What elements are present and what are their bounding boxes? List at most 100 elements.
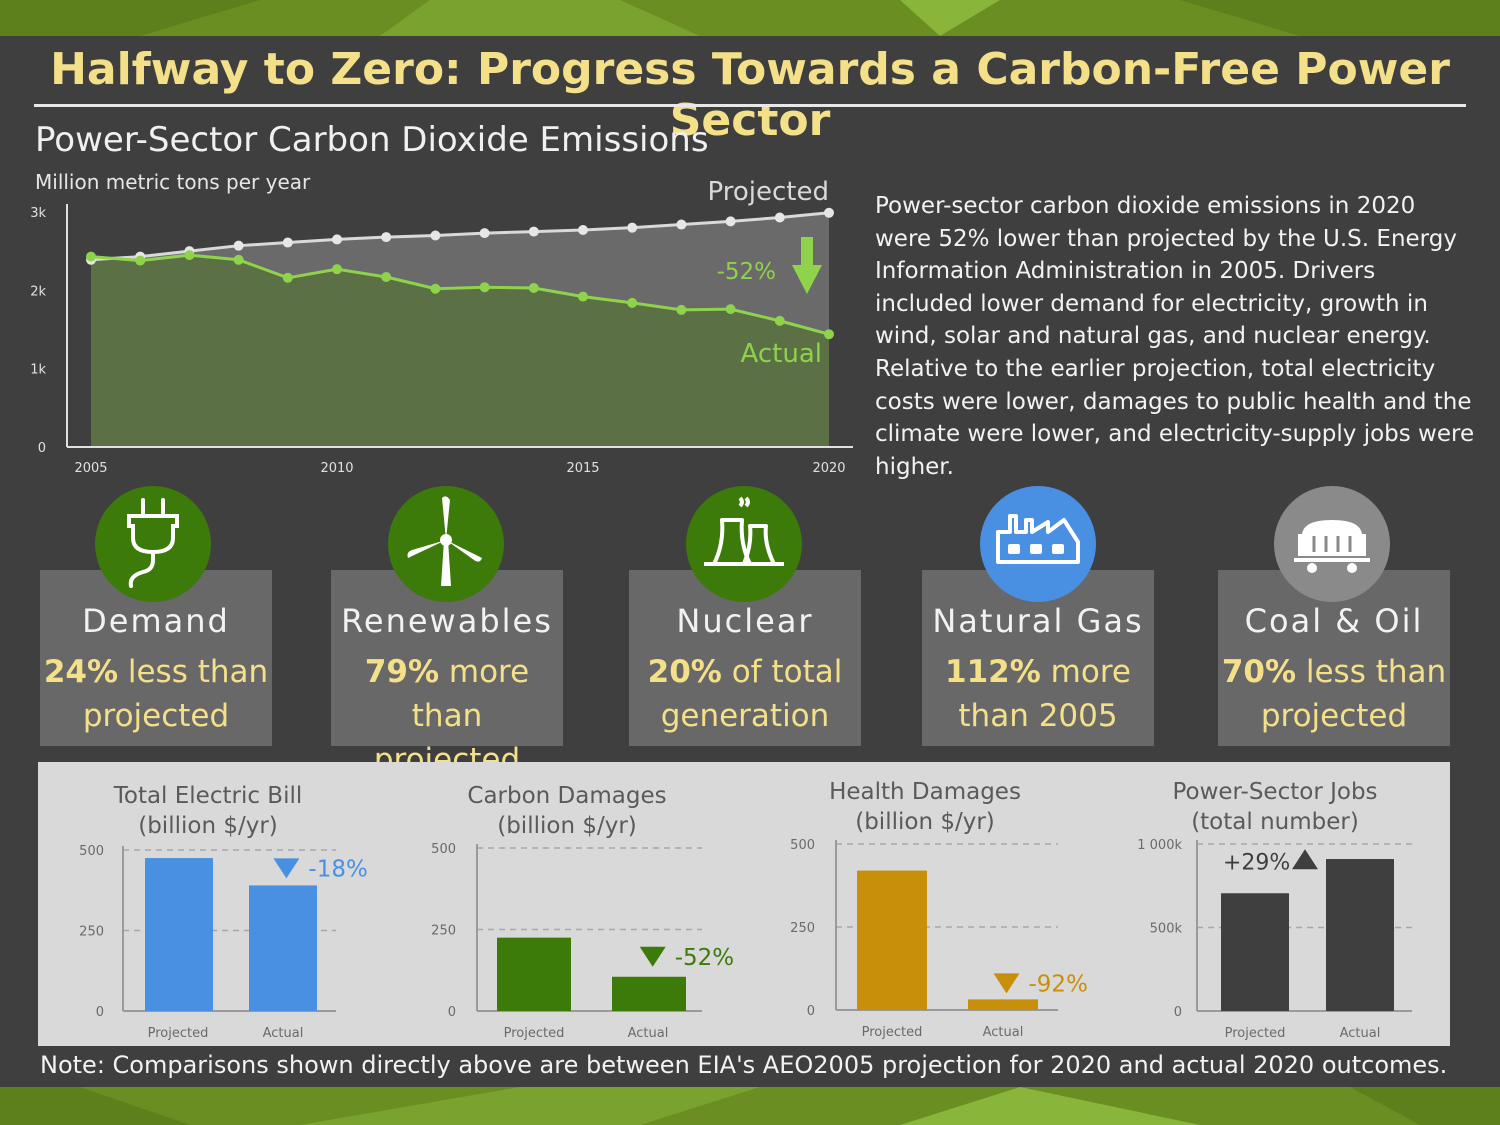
y-tick-label: 250 [431, 924, 456, 939]
card-value: 20% of total generation [629, 650, 861, 738]
x-tick-label: Projected [862, 1025, 923, 1040]
down-triangle-icon [639, 946, 666, 967]
y-tick-label: 1 000k [1137, 838, 1182, 853]
projected-point [528, 226, 539, 237]
mini-chart-subtitle: (total number) [1191, 809, 1359, 835]
y-tick-label: 0 [448, 1005, 456, 1020]
actual-point [578, 291, 588, 302]
actual-point [479, 282, 490, 293]
actual-point [381, 272, 392, 283]
top-decorative-band [0, 0, 1500, 36]
actual-line [90, 253, 830, 336]
up-triangle-icon [1292, 849, 1318, 870]
bar-projected [497, 937, 571, 1011]
projected-point [282, 237, 293, 248]
projected-series-label: Projected [708, 177, 829, 207]
card-value: 112% more than 2005 [922, 650, 1154, 738]
card-value: 24% less than projected [40, 650, 272, 738]
actual-point [233, 254, 244, 265]
x-tick-label: Projected [1225, 1026, 1286, 1041]
y-tick-label: 500 [790, 838, 815, 853]
projected-point [479, 228, 490, 239]
card-value-number: 24% [43, 654, 119, 690]
y-tick-label: 250 [79, 925, 104, 940]
y-tick-label: 250 [790, 921, 815, 936]
change-label: -92% [1029, 971, 1088, 997]
bar-actual [249, 885, 317, 1011]
coal-car-icon-badge [1274, 486, 1390, 602]
bottom-decorative-band [0, 1087, 1500, 1125]
x-tick-label: 2010 [320, 461, 353, 476]
mini-chart-subtitle: (billion $/yr) [138, 813, 278, 839]
card-value-number: 70% [1221, 654, 1297, 690]
card-value-text: of total [721, 654, 843, 690]
card-name: Nuclear [676, 602, 814, 640]
change-label: +29% [1223, 850, 1290, 875]
bar-projected [1221, 893, 1289, 1011]
y-tick-label: 0 [807, 1004, 815, 1019]
mini-chart-1: Total Electric Bill (billion $/yr) 0 250 500… [79, 783, 368, 1041]
card-demand: Demand 24% less than projected [40, 570, 272, 746]
bar-actual [1326, 859, 1394, 1011]
mini-chart-title: Power-Sector Jobs [1172, 779, 1377, 805]
card-value-text: more [1040, 654, 1131, 690]
actual-area [91, 255, 829, 447]
actual-point [430, 283, 441, 294]
x-tick-label: 2015 [566, 461, 599, 476]
factory-icon [996, 514, 1080, 564]
y-tick-label: 500k [1150, 922, 1183, 937]
actual-point [824, 329, 834, 340]
mini-chart-2: Carbon Damages (billion $/yr) 0 250 500 Proje… [431, 783, 734, 1041]
card-value-number: 79% [364, 654, 440, 690]
y-tick-label: 3k [30, 206, 46, 221]
wind-turbine-icon-badge [388, 486, 504, 602]
coal-car-icon [1294, 520, 1370, 573]
actual-point [676, 304, 687, 315]
projected-point [430, 230, 441, 241]
projected-point [332, 234, 342, 245]
mini-chart-subtitle: (billion $/yr) [855, 809, 995, 835]
mini-chart-4: Power-Sector Jobs (total number) 0 500k 1 00… [1137, 779, 1412, 1041]
actual-point [332, 264, 342, 275]
y-tick-label: 1k [30, 363, 46, 378]
x-tick-label: Projected [148, 1026, 209, 1041]
card-coal-oil: Coal & Oil 70% less than projected [1218, 570, 1450, 746]
plug-icon-badge [95, 486, 211, 602]
card-value-text: generation [660, 698, 830, 734]
bar-projected [857, 870, 927, 1010]
x-tick-label: 2020 [812, 461, 845, 476]
y-tick-label: 0 [38, 441, 46, 456]
card-value-text: less than [118, 654, 269, 690]
bar-actual [612, 976, 686, 1011]
projected-point [774, 212, 785, 223]
card-name: Demand [82, 602, 230, 640]
plug-icon [127, 498, 179, 588]
reduction-annotation: -52% [717, 259, 776, 285]
y-axis-label: Million metric tons per year [35, 170, 311, 194]
card-name: Coal & Oil [1244, 602, 1424, 640]
factory-icon-badge [980, 486, 1096, 602]
y-tick-label: 0 [96, 1005, 104, 1020]
actual-point [184, 250, 195, 261]
bar-projected [145, 858, 213, 1011]
down-triangle-icon [273, 858, 300, 879]
projected-point [725, 216, 736, 227]
actual-point [135, 255, 146, 266]
y-tick-label: 2k [30, 284, 46, 299]
projected-point [381, 232, 392, 243]
y-tick-label: 500 [431, 842, 456, 857]
x-tick-label: Actual [263, 1026, 304, 1041]
actual-point [86, 251, 96, 262]
down-arrow-icon [792, 237, 822, 294]
mini-chart-title: Health Damages [829, 779, 1021, 805]
mini-chart-title: Carbon Damages [467, 783, 666, 809]
cooling-tower-icon-badge [686, 486, 802, 602]
chart-title: Power-Sector Carbon Dioxide Emissions [35, 120, 709, 160]
projected-point [627, 222, 638, 233]
y-tick-label: 500 [79, 844, 104, 859]
actual-series-label: Actual [741, 339, 822, 369]
change-label: -52% [675, 945, 734, 971]
bar-actual [968, 999, 1038, 1010]
projected-point [578, 225, 588, 236]
